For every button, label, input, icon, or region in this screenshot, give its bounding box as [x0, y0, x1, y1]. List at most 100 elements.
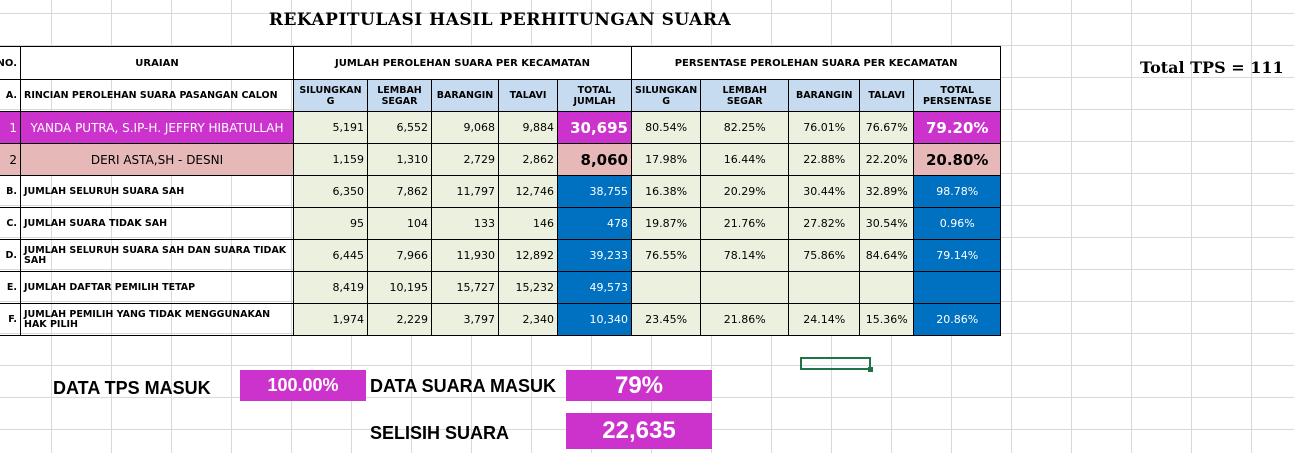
- percent-cell[interactable]: 84.64%: [859, 239, 915, 272]
- column-header[interactable]: LEMBAH SEGAR: [700, 79, 790, 112]
- percent-cell[interactable]: 27.82%: [788, 207, 861, 240]
- percent-cell[interactable]: 20.86%: [913, 303, 1002, 336]
- percent-cell[interactable]: 16.38%: [630, 175, 702, 208]
- summary-tps-label[interactable]: DATA TPS MASUK: [53, 378, 211, 398]
- value-cell[interactable]: 5,191: [293, 111, 368, 144]
- value-cell[interactable]: 1,310: [367, 143, 432, 176]
- row-no[interactable]: 1: [0, 111, 21, 144]
- value-cell[interactable]: 12,892: [498, 239, 558, 272]
- percent-cell[interactable]: 21.86%: [700, 303, 790, 336]
- column-header[interactable]: BARANGIN: [788, 79, 861, 112]
- row-label[interactable]: YANDA PUTRA, S.IP-H. JEFFRY HIBATULLAH: [20, 111, 294, 144]
- percent-cell[interactable]: 30.44%: [788, 175, 861, 208]
- value-cell[interactable]: 6,350: [293, 175, 368, 208]
- value-cell[interactable]: 6,552: [367, 111, 432, 144]
- percent-cell[interactable]: 20.29%: [700, 175, 790, 208]
- summary-suara-label[interactable]: DATA SUARA MASUK: [370, 376, 556, 396]
- value-cell[interactable]: 1,974: [293, 303, 368, 336]
- column-header[interactable]: TALAVI: [498, 79, 558, 112]
- column-header[interactable]: BARANGIN: [431, 79, 499, 112]
- header-uraian[interactable]: URAIAN: [20, 46, 294, 80]
- percent-cell[interactable]: [859, 271, 915, 304]
- value-cell[interactable]: 3,797: [431, 303, 499, 336]
- percent-cell[interactable]: 20.80%: [913, 143, 1002, 176]
- row-label[interactable]: JUMLAH SELURUH SUARA SAH: [20, 175, 294, 208]
- percent-cell[interactable]: 15.36%: [859, 303, 915, 336]
- percent-cell[interactable]: 19.87%: [630, 207, 702, 240]
- summary-selisih-label[interactable]: SELISIH SUARA: [370, 423, 510, 443]
- column-header[interactable]: LEMBAH SEGAR: [367, 79, 432, 112]
- percent-cell[interactable]: 22.20%: [859, 143, 915, 176]
- row-label[interactable]: JUMLAH SELURUH SUARA SAH DAN SUARA TIDAK…: [20, 239, 294, 272]
- row-no[interactable]: A.: [0, 79, 21, 112]
- total-tps-label[interactable]: Total TPS = 111: [1140, 58, 1284, 77]
- percent-cell[interactable]: 76.67%: [859, 111, 915, 144]
- column-header[interactable]: SILUNGKAN G: [293, 79, 368, 112]
- percent-cell[interactable]: 23.45%: [630, 303, 702, 336]
- percent-cell[interactable]: 79.20%: [913, 111, 1002, 144]
- percent-cell[interactable]: 24.14%: [788, 303, 861, 336]
- percent-cell[interactable]: [700, 271, 790, 304]
- percent-cell[interactable]: 21.76%: [700, 207, 790, 240]
- percent-cell[interactable]: [788, 271, 861, 304]
- value-cell[interactable]: 2,340: [498, 303, 558, 336]
- value-cell[interactable]: 10,195: [367, 271, 432, 304]
- value-cell[interactable]: 146: [498, 207, 558, 240]
- percent-cell[interactable]: 32.89%: [859, 175, 915, 208]
- column-header[interactable]: TOTAL JUMLAH: [557, 79, 632, 112]
- column-header[interactable]: TOTAL PERSENTASE: [913, 79, 1002, 112]
- percent-cell[interactable]: 79.14%: [913, 239, 1002, 272]
- percent-cell[interactable]: 98.78%: [913, 175, 1002, 208]
- value-cell[interactable]: 15,727: [431, 271, 499, 304]
- value-cell[interactable]: 38,755: [557, 175, 632, 208]
- percent-cell[interactable]: 0.96%: [913, 207, 1002, 240]
- percent-cell[interactable]: 17.98%: [630, 143, 702, 176]
- percent-cell[interactable]: [913, 271, 1002, 304]
- header-no[interactable]: NO.: [0, 46, 21, 80]
- value-cell[interactable]: 12,746: [498, 175, 558, 208]
- row-label[interactable]: JUMLAH PEMILIH YANG TIDAK MENGGUNAKAN HA…: [20, 303, 294, 336]
- value-cell[interactable]: 39,233: [557, 239, 632, 272]
- row-no[interactable]: D.: [0, 239, 21, 272]
- value-cell[interactable]: 9,068: [431, 111, 499, 144]
- selected-cell[interactable]: [800, 357, 873, 372]
- row-no[interactable]: C.: [0, 207, 21, 240]
- value-cell[interactable]: 2,729: [431, 143, 499, 176]
- percent-cell[interactable]: 78.14%: [700, 239, 790, 272]
- summary-suara-value[interactable]: 79%: [566, 370, 712, 401]
- percent-cell[interactable]: 82.25%: [700, 111, 790, 144]
- value-cell[interactable]: 478: [557, 207, 632, 240]
- row-label[interactable]: JUMLAH DAFTAR PEMILIH TETAP: [20, 271, 294, 304]
- value-cell[interactable]: 8,060: [557, 143, 632, 176]
- row-label[interactable]: RINCIAN PEROLEHAN SUARA PASANGAN CALON: [20, 79, 294, 112]
- value-cell[interactable]: 1,159: [293, 143, 368, 176]
- percent-cell[interactable]: 76.55%: [630, 239, 702, 272]
- column-header[interactable]: TALAVI: [859, 79, 915, 112]
- percent-cell[interactable]: 16.44%: [700, 143, 790, 176]
- value-cell[interactable]: 15,232: [498, 271, 558, 304]
- percent-cell[interactable]: 75.86%: [788, 239, 861, 272]
- row-no[interactable]: 2: [0, 143, 21, 176]
- value-cell[interactable]: 6,445: [293, 239, 368, 272]
- percent-cell[interactable]: 22.88%: [788, 143, 861, 176]
- row-label[interactable]: DERI ASTA,SH - DESNI: [20, 143, 294, 176]
- value-cell[interactable]: 2,229: [367, 303, 432, 336]
- value-cell[interactable]: 104: [367, 207, 432, 240]
- header-jumlah-group[interactable]: JUMLAH PEROLEHAN SUARA PER KECAMATAN: [293, 46, 632, 80]
- value-cell[interactable]: 133: [431, 207, 499, 240]
- value-cell[interactable]: 11,797: [431, 175, 499, 208]
- column-header[interactable]: SILUNGKAN G: [630, 79, 702, 112]
- value-cell[interactable]: 9,884: [498, 111, 558, 144]
- value-cell[interactable]: 2,862: [498, 143, 558, 176]
- percent-cell[interactable]: 30.54%: [859, 207, 915, 240]
- value-cell[interactable]: 7,862: [367, 175, 432, 208]
- value-cell[interactable]: 8,419: [293, 271, 368, 304]
- header-persen-group[interactable]: PERSENTASE PEROLEHAN SUARA PER KECAMATAN: [630, 46, 1002, 80]
- value-cell[interactable]: 11,930: [431, 239, 499, 272]
- percent-cell[interactable]: 76.01%: [788, 111, 861, 144]
- row-label[interactable]: JUMLAH SUARA TIDAK SAH: [20, 207, 294, 240]
- row-no[interactable]: F.: [0, 303, 21, 336]
- value-cell[interactable]: 95: [293, 207, 368, 240]
- value-cell[interactable]: 49,573: [557, 271, 632, 304]
- value-cell[interactable]: 10,340: [557, 303, 632, 336]
